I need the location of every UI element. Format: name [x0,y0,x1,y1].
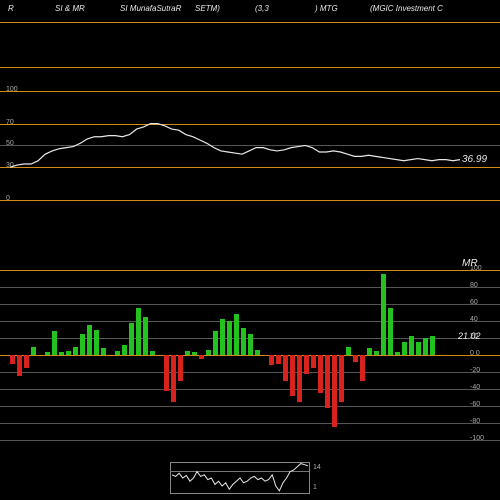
mini-line [0,0,500,500]
chart-root: RSI & MRSI MunafaSutraRSETM)(3,3) MTG(MG… [0,0,500,500]
